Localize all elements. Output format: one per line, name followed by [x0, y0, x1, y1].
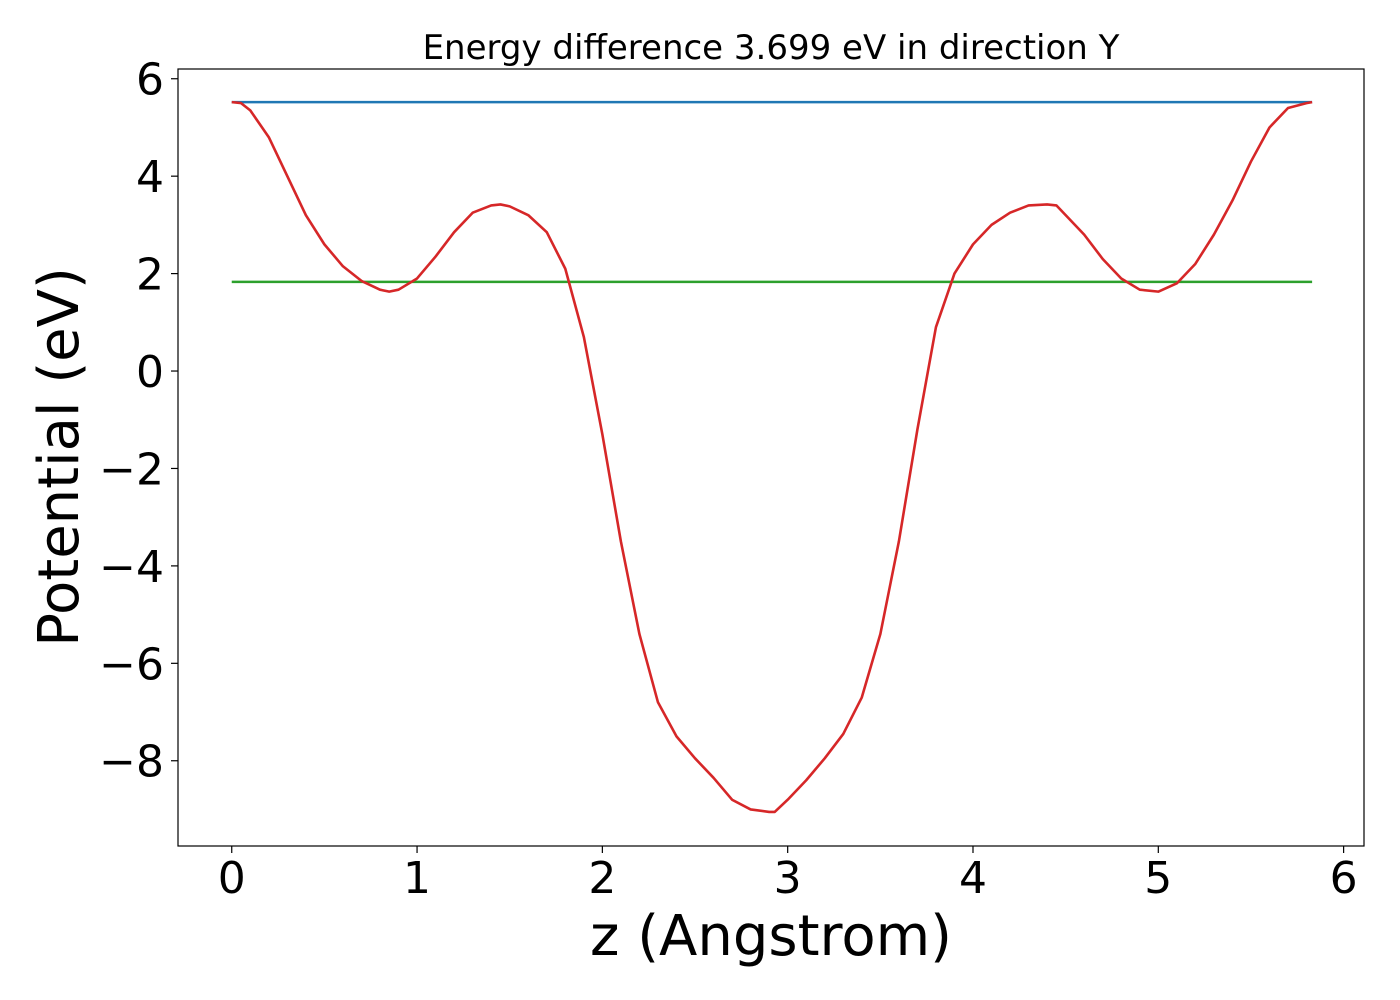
x-tick-label: 1 [403, 853, 431, 904]
series-line-3 [231, 100, 1313, 814]
y-tick-label: 0 [136, 347, 164, 398]
x-tick-label: 3 [774, 853, 802, 904]
y-tick-label: −4 [99, 542, 164, 593]
x-axis-label: z (Angstrom) [590, 904, 952, 969]
plot-frame [177, 68, 1365, 847]
x-tick-label: 6 [1330, 853, 1358, 904]
y-tick-label: −2 [99, 444, 164, 495]
y-tick-label: 6 [136, 55, 164, 106]
chart-title: Energy difference 3.699 eV in direction … [423, 28, 1120, 68]
y-axis-label: Potential (eV) [27, 267, 92, 647]
x-tick-label: 0 [218, 853, 246, 904]
x-tick-label: 5 [1144, 853, 1172, 904]
x-tick-label: 4 [959, 853, 987, 904]
x-tick-label: 2 [588, 853, 616, 904]
y-tick-label: 2 [136, 250, 164, 301]
y-tick-label: −8 [99, 737, 164, 788]
y-tick-label: −6 [99, 639, 164, 690]
y-tick-label: 4 [136, 152, 164, 203]
